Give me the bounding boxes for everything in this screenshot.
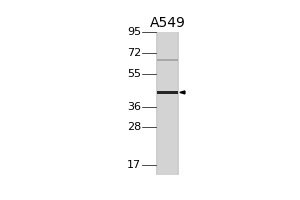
Text: 17: 17 <box>127 160 141 170</box>
Bar <box>157 91 178 94</box>
Text: 72: 72 <box>127 48 141 58</box>
Text: 55: 55 <box>127 69 141 79</box>
Text: 95: 95 <box>127 27 141 37</box>
Text: A549: A549 <box>150 16 186 30</box>
Text: 36: 36 <box>127 102 141 112</box>
Bar <box>157 59 178 61</box>
Bar <box>156 32 179 175</box>
Text: 28: 28 <box>127 122 141 132</box>
Polygon shape <box>180 91 185 94</box>
Bar <box>158 32 178 175</box>
